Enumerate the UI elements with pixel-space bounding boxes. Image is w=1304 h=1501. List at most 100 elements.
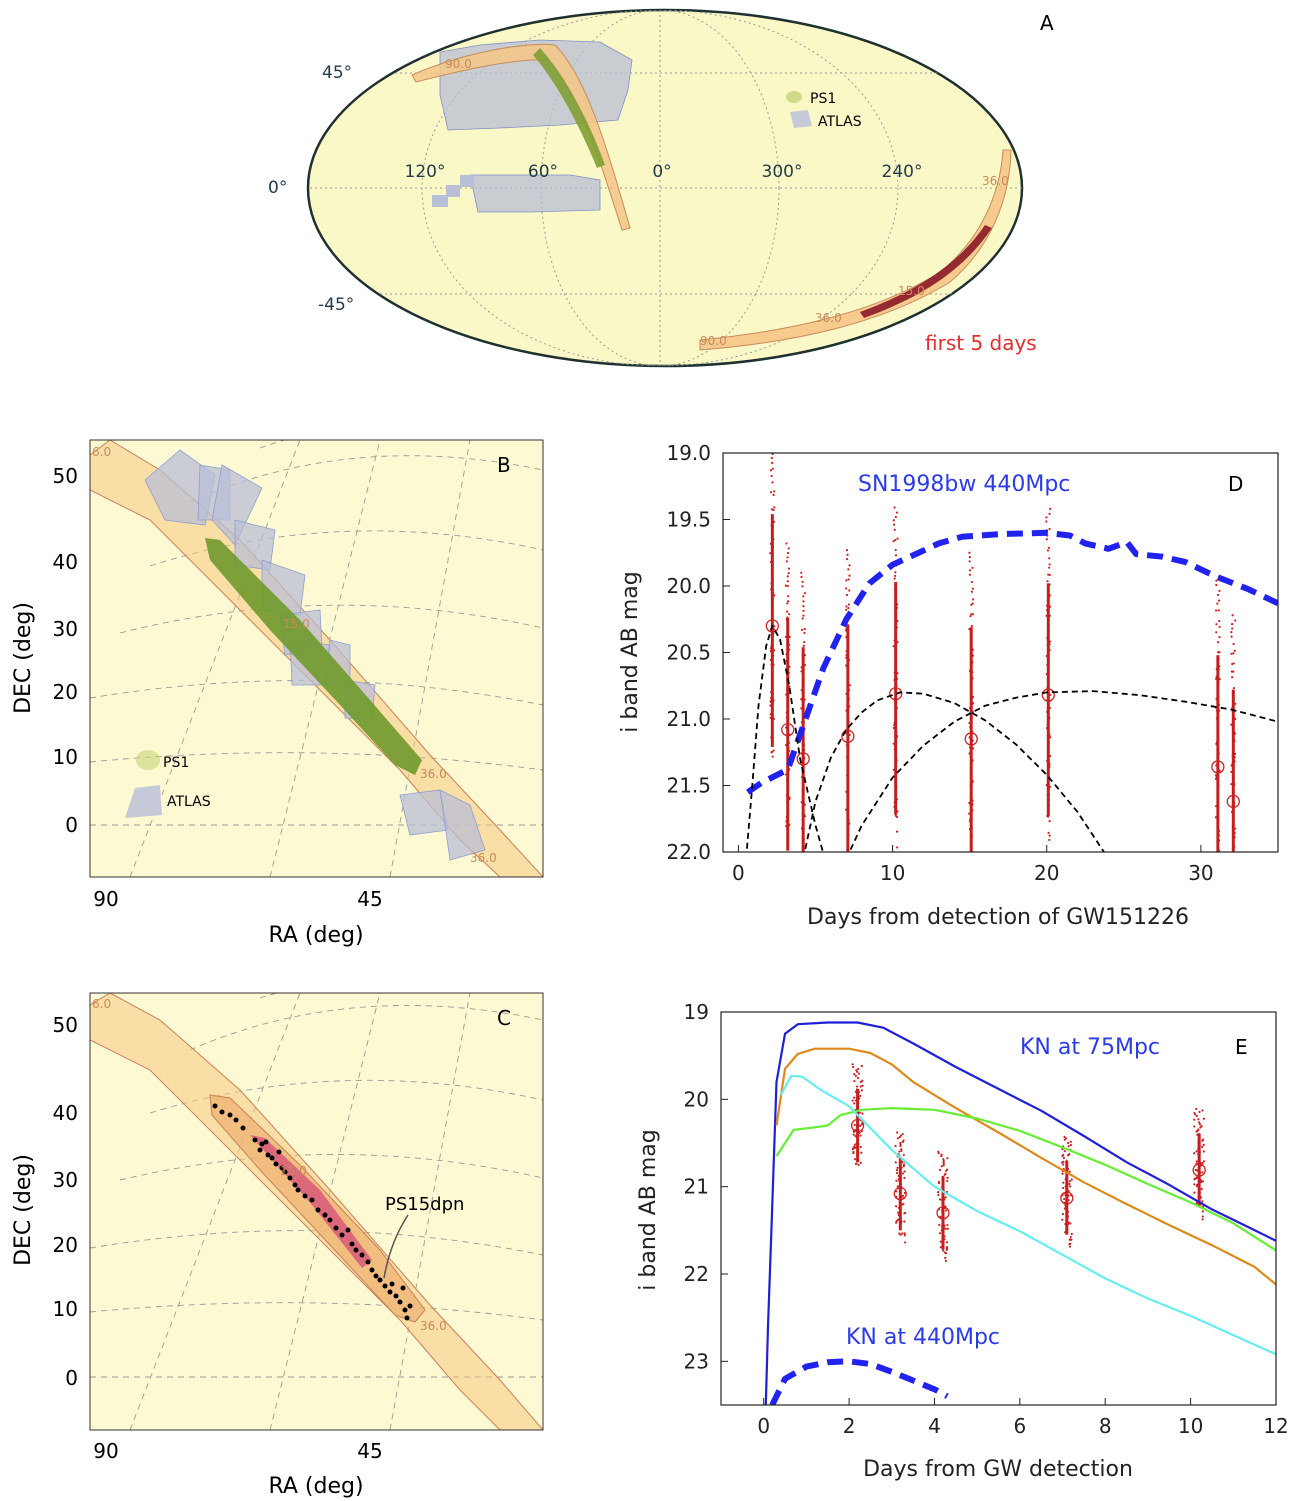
- observation-streak: [856, 1088, 860, 1163]
- observation-sample: [900, 1148, 903, 1151]
- observation-sample: [1063, 1197, 1066, 1201]
- observation-sample: [901, 1203, 904, 1206]
- observation-sample: [860, 1064, 863, 1068]
- observation-sample: [848, 895, 850, 897]
- observation-cluster: [1193, 1107, 1206, 1221]
- observation-sample: [854, 1074, 858, 1078]
- observation-sample: [971, 602, 974, 605]
- y-tick-label: 10: [53, 745, 78, 769]
- observation-sample: [946, 1176, 949, 1179]
- contour-label: 36.0: [815, 311, 842, 325]
- observation-sample: [1061, 1154, 1064, 1158]
- observation-sample: [1233, 874, 1235, 876]
- ps1-strip-b: [205, 538, 422, 775]
- observation-sample: [1200, 1145, 1204, 1149]
- observation-streak: [846, 624, 850, 852]
- lon-label: 300°: [762, 162, 803, 182]
- observation-sample: [787, 861, 789, 863]
- observation-sample: [895, 1221, 898, 1224]
- panel-d: 0 10 20 30 19.0 19.5 20.0 20.5 21.0 21.5 22.0 SN19…: [618, 439, 1279, 965]
- observation-sample: [897, 1218, 900, 1221]
- observation-sample: [972, 900, 974, 902]
- observation-sample: [943, 1251, 946, 1254]
- observation-point: [796, 752, 810, 766]
- observation-sample: [1217, 867, 1219, 869]
- observation-sample: [1202, 1160, 1206, 1163]
- x-ticks-c: 90 45: [93, 1439, 382, 1463]
- observation-sample: [1216, 865, 1218, 867]
- observation-sample: [1068, 1238, 1071, 1241]
- observation-sample: [1063, 1135, 1066, 1138]
- legend-atlas-swatch: [125, 785, 162, 818]
- observation-sample: [1193, 1118, 1196, 1121]
- y-tick-label: 21: [684, 1175, 709, 1199]
- observation-sample: [969, 614, 972, 618]
- observation-streak: [969, 627, 973, 852]
- observation-sample: [848, 865, 850, 867]
- observation-sample: [1201, 1171, 1204, 1174]
- observation-sample: [803, 627, 806, 631]
- observation-point: [1192, 1163, 1206, 1177]
- observation-sample: [894, 515, 897, 519]
- observation-sample: [1215, 609, 1218, 612]
- observation-sample: [1068, 1182, 1071, 1186]
- observation-sample: [1218, 862, 1220, 864]
- y-tick-label: 30: [53, 1168, 78, 1192]
- observation-sample: [901, 1140, 904, 1144]
- observation-sample: [786, 575, 789, 578]
- observation-sample: [1232, 652, 1235, 655]
- observation-sample: [769, 491, 773, 494]
- observation-sample: [894, 538, 897, 542]
- observation-sample: [1194, 1113, 1197, 1116]
- observation-sample: [1217, 651, 1220, 654]
- observation-sample: [1193, 1178, 1196, 1181]
- observation-sample: [939, 1240, 942, 1243]
- observation-sample: [786, 610, 789, 613]
- observation-sample: [851, 1063, 854, 1066]
- legend-b: PS1 ATLAS: [125, 750, 211, 818]
- observation-sample: [802, 600, 805, 603]
- model-curve: [746, 529, 1278, 795]
- observation-sample: [802, 604, 805, 608]
- observation-sample: [859, 1134, 862, 1137]
- x-tick-label: 20: [1034, 861, 1059, 885]
- observation-sample: [1231, 675, 1234, 679]
- y-tick-label: 19: [684, 1000, 709, 1024]
- y-tick-label: 20: [53, 1233, 78, 1257]
- observation-sample: [1232, 642, 1235, 646]
- observation-sample: [849, 874, 851, 876]
- observation-sample: [894, 1161, 897, 1164]
- observation-sample: [1202, 1150, 1205, 1153]
- observation-sample: [971, 566, 974, 569]
- x-tick-label: 90: [93, 1439, 118, 1463]
- observation-sample: [1233, 880, 1235, 882]
- observation-sample: [938, 1168, 942, 1172]
- observation-sample: [847, 568, 850, 571]
- observation-cluster: [892, 506, 899, 849]
- observation-sample: [802, 595, 805, 598]
- observation-sample: [1046, 580, 1049, 583]
- observation-sample: [1234, 963, 1236, 965]
- lon-label: 120°: [405, 162, 446, 182]
- observation-sample: [804, 878, 806, 880]
- observation-sample: [1232, 872, 1234, 874]
- observation-sample: [785, 560, 788, 563]
- observation-cluster: [1230, 614, 1237, 965]
- observation-sample: [1198, 1121, 1201, 1124]
- observation-sample: [1047, 546, 1051, 549]
- observation-sample: [788, 613, 791, 616]
- observation-sample: [1232, 910, 1234, 912]
- observation-sample: [898, 1135, 901, 1139]
- observation-sample: [904, 1241, 907, 1244]
- observation-sample: [1219, 937, 1221, 939]
- observation-sample: [789, 890, 791, 892]
- contour-label: 36.0: [420, 1319, 447, 1333]
- observation-sample: [1215, 583, 1218, 587]
- observation-sample: [786, 580, 789, 583]
- observation-sample: [803, 889, 805, 891]
- observation-sample: [786, 556, 789, 559]
- model-curve: [848, 690, 1278, 852]
- observation-sample: [847, 607, 850, 610]
- observation-sample: [1215, 631, 1218, 634]
- observation-sample: [769, 439, 771, 441]
